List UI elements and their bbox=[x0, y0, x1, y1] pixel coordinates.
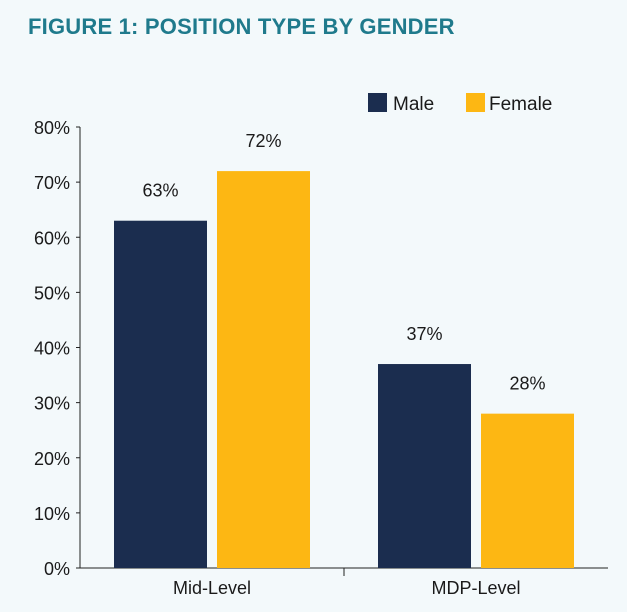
bar-female-mid-level bbox=[217, 171, 310, 568]
data-label: 72% bbox=[245, 131, 281, 151]
y-tick-label: 40% bbox=[34, 339, 70, 359]
legend-swatch-female bbox=[466, 93, 485, 112]
data-label: 63% bbox=[142, 181, 178, 201]
data-label: 37% bbox=[406, 324, 442, 344]
x-tick-label: MDP-Level bbox=[431, 578, 520, 598]
chart-title: FIGURE 1: POSITION TYPE BY GENDER bbox=[28, 14, 455, 39]
legend-label-female: Female bbox=[489, 94, 552, 115]
y-tick-label: 30% bbox=[34, 394, 70, 414]
legend: Male Female bbox=[368, 93, 552, 115]
y-tick-label: 60% bbox=[34, 228, 70, 248]
y-tick-label: 0% bbox=[44, 559, 70, 579]
legend-label-male: Male bbox=[393, 94, 434, 115]
y-tick-label: 20% bbox=[34, 449, 70, 469]
data-label: 28% bbox=[509, 374, 545, 394]
y-tick-label: 10% bbox=[34, 504, 70, 524]
bar-male-mdp-level bbox=[378, 364, 471, 568]
y-tick-label: 70% bbox=[34, 173, 70, 193]
bars bbox=[114, 171, 574, 568]
x-axis: Mid-Level MDP-Level bbox=[80, 567, 608, 598]
bar-female-mdp-level bbox=[481, 413, 574, 568]
x-tick-label: Mid-Level bbox=[173, 578, 251, 598]
bar-male-mid-level bbox=[114, 220, 207, 568]
data-labels: 63% 72% 37% 28% bbox=[142, 131, 545, 394]
y-tick-label: 50% bbox=[34, 283, 70, 303]
y-axis: 0% 10% 20% 30% 40% 50% 60% 70% 80% bbox=[34, 118, 81, 579]
y-tick-label: 80% bbox=[34, 118, 70, 138]
legend-swatch-male bbox=[368, 93, 387, 112]
